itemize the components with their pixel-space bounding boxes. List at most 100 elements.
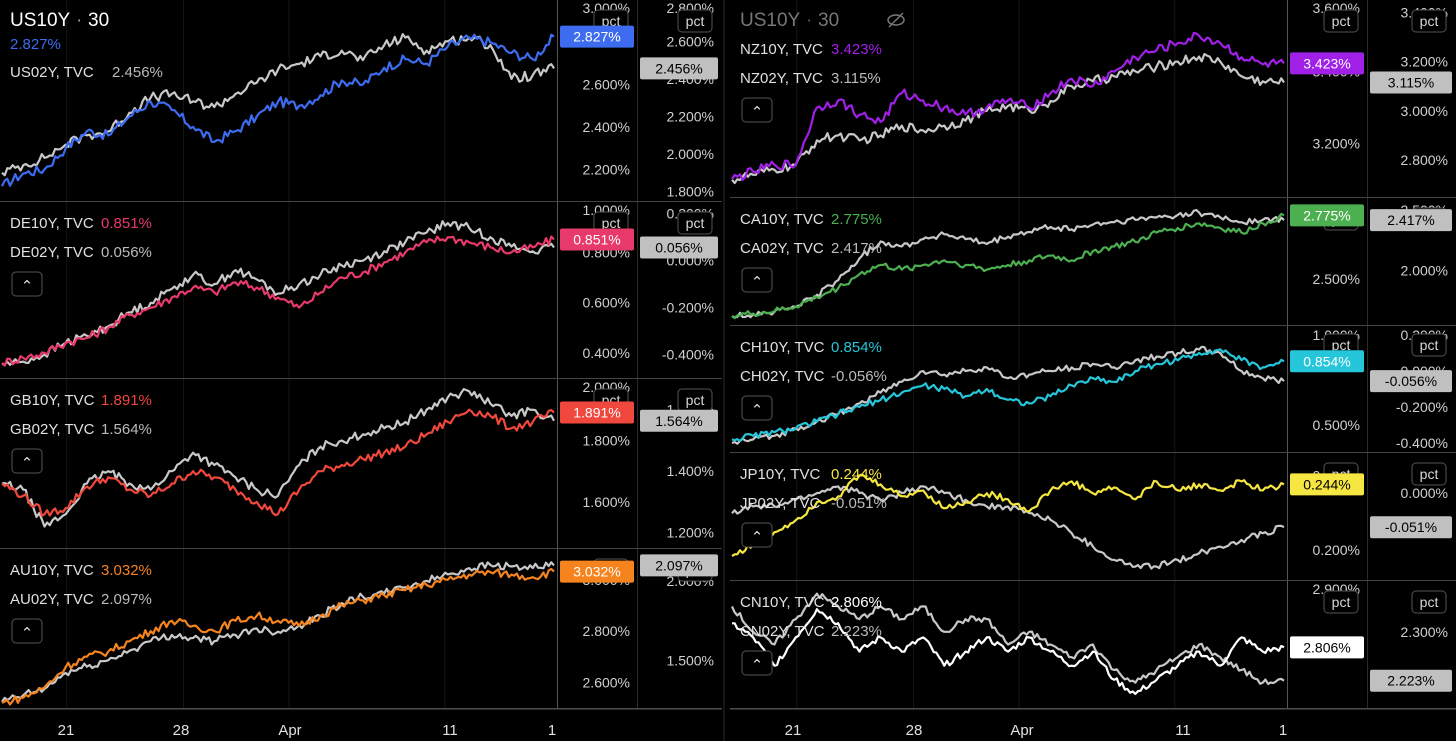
series-line-ch02y: [731, 345, 1285, 445]
last-value-tag: [560, 560, 634, 583]
pct-toggle-label: pct: [602, 13, 621, 29]
last-value-tag: [640, 409, 718, 432]
last-value-tag-text: 0.244%: [1303, 476, 1350, 492]
price-tick-label: 2.200%: [583, 161, 630, 177]
pane-left-3: 2.000%1.800%1.600%pct1.891%1.600%1.400%1…: [0, 379, 722, 549]
price-tick-label: 2.400%: [583, 119, 630, 135]
time-axis-label: 1: [1279, 722, 1287, 739]
legend-value: -0.056%: [831, 368, 887, 385]
time-axis-label: Apr: [278, 722, 301, 739]
collapse-legend-button[interactable]: [741, 522, 773, 548]
pct-toggle-button[interactable]: [1411, 333, 1447, 357]
collapse-legend-button[interactable]: [11, 271, 43, 297]
chevron-up-icon: ⌃: [21, 625, 34, 642]
legend-value: 2.223%: [831, 623, 882, 640]
last-value-tag-text: 2.806%: [1303, 639, 1350, 655]
last-value-tag: [560, 401, 634, 424]
pct-toggle-button[interactable]: [1411, 590, 1447, 614]
pct-toggle-label: pct: [1332, 337, 1351, 353]
series-line-jp10y: [731, 473, 1285, 558]
price-tick-label: 2.300%: [1401, 624, 1448, 640]
legend-value: 2.827%: [10, 36, 61, 53]
pct-toggle-button[interactable]: [1411, 462, 1447, 486]
price-tick-label: 2.600%: [583, 77, 630, 93]
price-tick-label: 2.200%: [667, 108, 714, 124]
pct-toggle-label: pct: [686, 13, 705, 29]
price-tick-label: -0.400%: [1396, 435, 1448, 451]
pane-right-4: 0.250%0.200%pct0.244%0.000%pct-0.051%JP1…: [730, 453, 1456, 581]
price-tick-label: 1.200%: [667, 525, 714, 541]
collapse-legend-button[interactable]: [741, 267, 773, 293]
pct-toggle-button[interactable]: [1411, 9, 1447, 33]
last-value-tag-text: 2.223%: [1387, 673, 1434, 689]
legend-value: 2.456%: [112, 64, 163, 81]
legend-label: GB02Y, TVC: [10, 421, 95, 438]
price-tick-label: 0.500%: [1313, 417, 1360, 433]
hidden-eye-icon[interactable]: [887, 12, 905, 28]
last-value-tag-text: 2.827%: [573, 29, 620, 45]
pct-toggle-label: pct: [1420, 337, 1439, 353]
pct-toggle-label: pct: [686, 215, 705, 231]
chevron-up-icon: ⌃: [21, 455, 34, 472]
price-tick-label: 1.400%: [667, 463, 714, 479]
title-separator: ·: [806, 10, 812, 31]
last-value-tag-text: 0.851%: [573, 231, 620, 247]
time-axis-label: Apr: [1010, 722, 1033, 739]
legend-label: CH02Y, TVC: [740, 368, 825, 385]
last-value-tag: [1370, 669, 1452, 692]
pct-toggle-button[interactable]: [1323, 9, 1359, 33]
pct-toggle-button[interactable]: [677, 9, 713, 33]
last-value-tag: [1370, 516, 1452, 539]
time-axis-label: 11: [1175, 722, 1191, 739]
time-axis-label: 21: [785, 722, 802, 739]
last-value-tag: [1290, 636, 1364, 659]
series-line-ca02y: [731, 208, 1285, 319]
legend-value: 3.423%: [831, 41, 882, 58]
last-value-tag-text: 1.564%: [655, 413, 702, 429]
pct-toggle-label: pct: [686, 392, 705, 408]
price-tick-label: 3.200%: [1313, 135, 1360, 151]
legend-label: US02Y, TVC: [10, 64, 94, 81]
price-tick-label: 1.800%: [667, 184, 714, 200]
last-value-tag-text: 3.423%: [1303, 55, 1350, 71]
last-value-tag-text: 2.097%: [655, 557, 702, 573]
price-tick-label: 0.600%: [583, 295, 630, 311]
pct-toggle-button[interactable]: [1323, 590, 1359, 614]
collapse-legend-button[interactable]: [741, 395, 773, 421]
collapse-legend-button[interactable]: [11, 618, 43, 644]
series-line-cn10y: [732, 608, 1285, 695]
series-line-gb02y: [1, 388, 555, 528]
price-tick-label: 3.000%: [1401, 103, 1448, 119]
title-separator: ·: [76, 10, 82, 31]
legend-label: CA02Y, TVC: [740, 240, 824, 257]
collapse-legend-button[interactable]: [741, 97, 773, 123]
pct-toggle-button[interactable]: [677, 211, 713, 235]
pane-right-5: 2.900%2.800%pct2.806%2.300%pct2.223%CN10…: [730, 581, 1456, 709]
price-tick-label: 2.600%: [667, 33, 714, 49]
last-value-tag-text: 3.032%: [573, 564, 620, 580]
last-value-tag-text: 0.854%: [1303, 353, 1350, 369]
last-value-tag-text: -0.051%: [1385, 519, 1437, 535]
price-tick-label: 0.000%: [1401, 485, 1448, 501]
series-line-gb10y: [1, 408, 555, 517]
last-value-tag: [1290, 350, 1364, 373]
legend-value: 2.806%: [831, 594, 882, 611]
pct-toggle-label: pct: [1420, 13, 1439, 29]
legend-label: NZ02Y, TVC: [740, 70, 823, 87]
last-value-tag-text: 2.417%: [1387, 212, 1434, 228]
symbol-title: US10Y: [740, 10, 801, 31]
price-tick-label: 3.200%: [1401, 54, 1448, 70]
time-axis-label: 28: [173, 722, 190, 739]
chevron-up-icon: ⌃: [751, 529, 764, 546]
price-tick-label: 2.600%: [583, 674, 630, 690]
pane-left-2: 1.000%0.800%0.600%0.400%pct0.851%0.200%0…: [0, 202, 722, 379]
legend-label: JP10Y, TVC: [740, 466, 820, 483]
legend-value: 0.854%: [831, 339, 882, 356]
chevron-up-icon: ⌃: [21, 278, 34, 295]
legend-label: GB10Y, TVC: [10, 392, 95, 409]
last-value-tag: [640, 554, 718, 577]
legend-value: 0.056%: [101, 244, 152, 261]
collapse-legend-button[interactable]: [741, 650, 773, 676]
collapse-legend-button[interactable]: [11, 448, 43, 474]
